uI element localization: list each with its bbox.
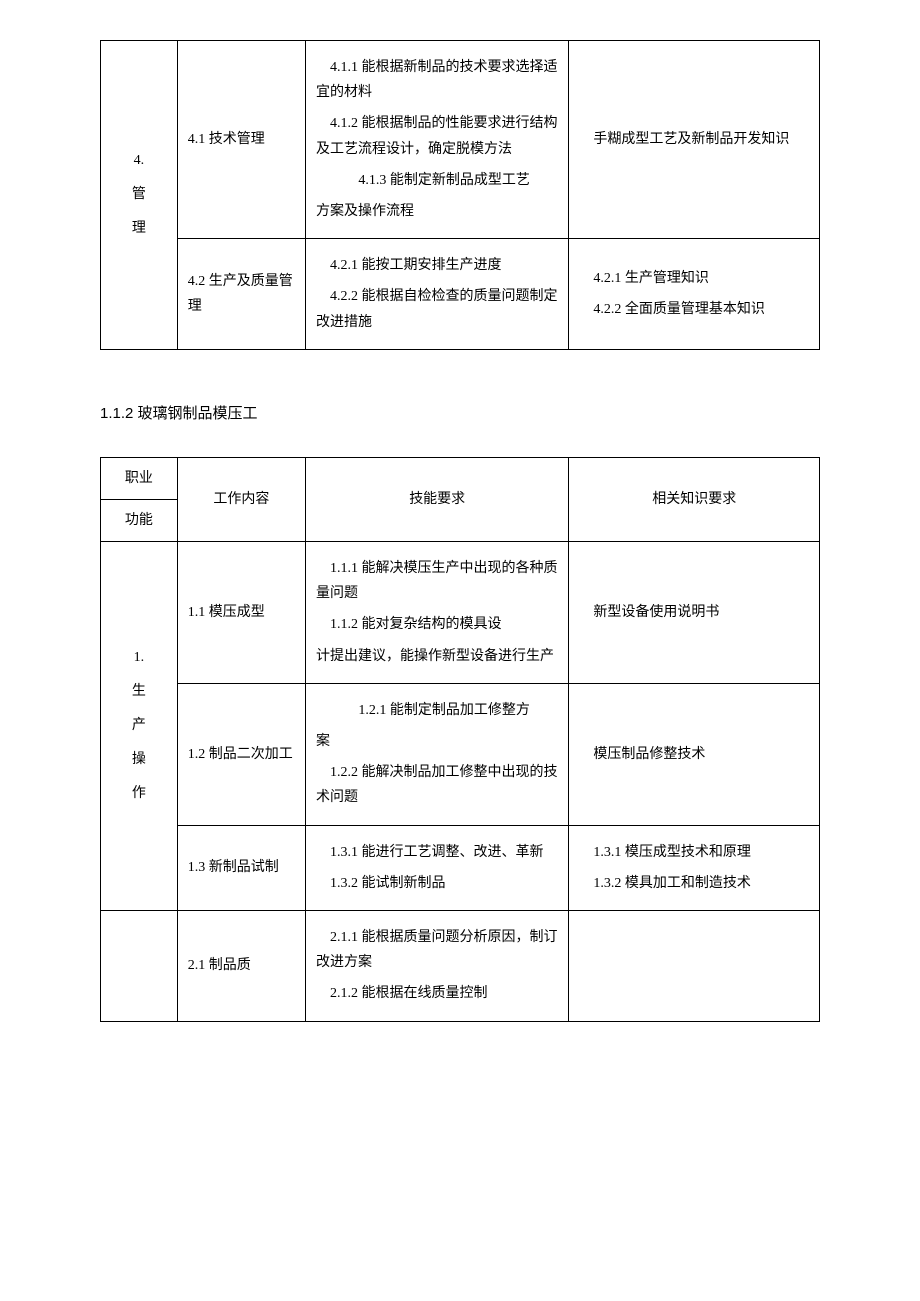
table-row: 1. 生 产 操 作 1.1 模压成型 1.1.1 能解决模压生产中出现的各种质… [101, 542, 820, 684]
skill-item: 1.1.1 能解决模压生产中出现的各种质量问题 [316, 556, 558, 606]
cell-function: 4. 管 理 [101, 41, 178, 350]
skill-item: 4.1.1 能根据新制品的技术要求选择适宜的材料 [316, 55, 558, 105]
cell-function: 1. 生 产 操 作 [101, 542, 178, 911]
cell-skill: 4.1.1 能根据新制品的技术要求选择适宜的材料 4.1.2 能根据制品的性能要… [305, 41, 568, 239]
skill-item: 1.2.2 能解决制品加工修整中出现的技术问题 [316, 760, 558, 810]
func-num: 4. [111, 147, 167, 175]
func-num: 1. [111, 644, 167, 672]
table-row: 4.2 生产及质量管理 4.2.1 能按工期安排生产进度 4.2.2 能根据自检… [101, 239, 820, 350]
cell-knowledge: 模压制品修整技术 [569, 683, 820, 825]
table-header-row: 职业 工作内容 技能要求 相关知识要求 [101, 457, 820, 499]
func-txt1: 管 [111, 181, 167, 209]
cell-skill: 1.1.1 能解决模压生产中出现的各种质量问题 1.1.2 能对复杂结构的模具设… [305, 542, 568, 684]
cell-knowledge: 新型设备使用说明书 [569, 542, 820, 684]
skill-item: 1.2.1 能制定制品加工修整方 [316, 698, 558, 723]
cell-skill: 1.3.1 能进行工艺调整、改进、革新 1.3.2 能试制新制品 [305, 825, 568, 910]
skill-item: 4.1.2 能根据制品的性能要求进行结构及工艺流程设计，确定脱模方法 [316, 111, 558, 161]
cell-function [101, 910, 178, 1021]
skill-item: 2.1.1 能根据质量问题分析原因，制订改进方案 [316, 925, 558, 975]
cell-work: 1.3 新制品试制 [177, 825, 305, 910]
table-management: 4. 管 理 4.1 技术管理 4.1.1 能根据新制品的技术要求选择适宜的材料… [100, 40, 820, 350]
cell-skill: 2.1.1 能根据质量问题分析原因，制订改进方案 2.1.2 能根据在线质量控制 [305, 910, 568, 1021]
func-txt2: 理 [111, 215, 167, 243]
cell-knowledge: 1.3.1 模压成型技术和原理 1.3.2 模具加工和制造技术 [569, 825, 820, 910]
skill-item: 1.3.1 能进行工艺调整、改进、革新 [316, 840, 558, 865]
cell-work: 4.1 技术管理 [177, 41, 305, 239]
cell-knowledge: 手糊成型工艺及新制品开发知识 [569, 41, 820, 239]
func-txt: 作 [111, 780, 167, 808]
skill-item: 1.1.2 能对复杂结构的模具设 [316, 612, 558, 637]
cell-skill: 4.2.1 能按工期安排生产进度 4.2.2 能根据自检检查的质量问题制定改进措… [305, 239, 568, 350]
cell-work: 1.1 模压成型 [177, 542, 305, 684]
header-function-a: 职业 [101, 457, 178, 499]
skill-item: 计提出建议，能操作新型设备进行生产 [316, 644, 558, 669]
func-txt: 操 [111, 746, 167, 774]
table-molding: 职业 工作内容 技能要求 相关知识要求 功能 1. 生 产 操 作 1.1 模压… [100, 457, 820, 1022]
cell-work: 1.2 制品二次加工 [177, 683, 305, 825]
table-row: 1.2 制品二次加工 1.2.1 能制定制品加工修整方 案 1.2.2 能解决制… [101, 683, 820, 825]
func-txt: 生 [111, 678, 167, 706]
skill-item: 2.1.2 能根据在线质量控制 [316, 981, 558, 1006]
header-function-b: 功能 [101, 499, 178, 541]
know-item: 4.2.1 生产管理知识 [579, 266, 809, 291]
header-knowledge: 相关知识要求 [569, 457, 820, 541]
func-txt: 产 [111, 712, 167, 740]
section-heading: 1.1.2 玻璃钢制品模压工 [100, 400, 820, 427]
skill-item: 案 [316, 729, 558, 754]
skill-item: 1.3.2 能试制新制品 [316, 871, 558, 896]
cell-knowledge [569, 910, 820, 1021]
know-item: 1.3.2 模具加工和制造技术 [579, 871, 809, 896]
table-row: 2.1 制品质 2.1.1 能根据质量问题分析原因，制订改进方案 2.1.2 能… [101, 910, 820, 1021]
table-row: 1.3 新制品试制 1.3.1 能进行工艺调整、改进、革新 1.3.2 能试制新… [101, 825, 820, 910]
cell-knowledge: 4.2.1 生产管理知识 4.2.2 全面质量管理基本知识 [569, 239, 820, 350]
cell-skill: 1.2.1 能制定制品加工修整方 案 1.2.2 能解决制品加工修整中出现的技术… [305, 683, 568, 825]
know-item: 1.3.1 模压成型技术和原理 [579, 840, 809, 865]
cell-work: 4.2 生产及质量管理 [177, 239, 305, 350]
know-item: 4.2.2 全面质量管理基本知识 [579, 297, 809, 322]
cell-work: 2.1 制品质 [177, 910, 305, 1021]
table-row: 4. 管 理 4.1 技术管理 4.1.1 能根据新制品的技术要求选择适宜的材料… [101, 41, 820, 239]
header-skill: 技能要求 [305, 457, 568, 541]
skill-item: 4.1.3 能制定新制品成型工艺 [316, 168, 558, 193]
skill-item: 方案及操作流程 [316, 199, 558, 224]
skill-item: 4.2.1 能按工期安排生产进度 [316, 253, 558, 278]
skill-item: 4.2.2 能根据自检检查的质量问题制定改进措施 [316, 284, 558, 334]
header-work: 工作内容 [177, 457, 305, 541]
